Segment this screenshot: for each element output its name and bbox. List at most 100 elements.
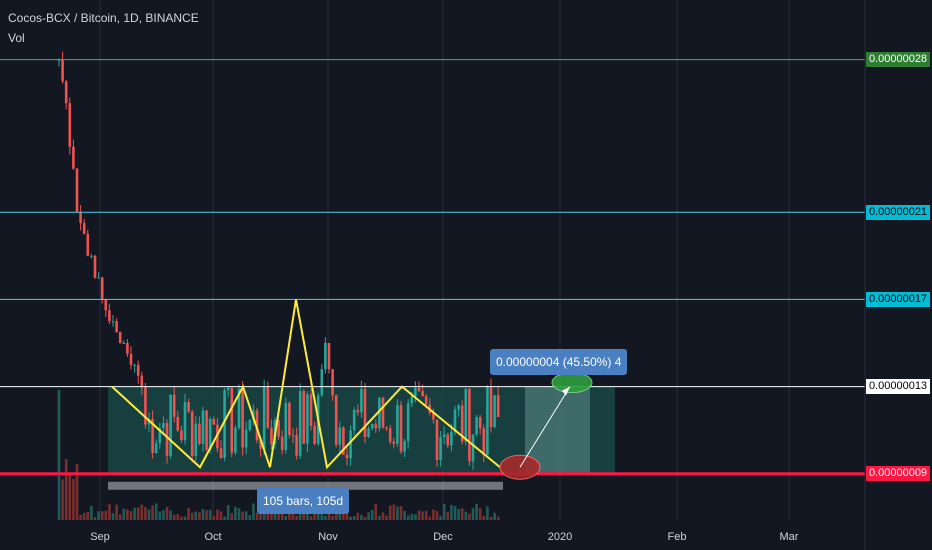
candle-body [190, 411, 194, 456]
price-axis[interactable]: 0.000000300.000000260.000000240.00000022… [864, 0, 930, 550]
candle-body [68, 103, 72, 147]
candle-body [64, 81, 68, 104]
symbol-title[interactable]: Cocos-BCX / Bitcoin, 1D, BINANCE [8, 11, 199, 25]
time-axis[interactable]: Sep Oct Nov Dec 2020 Feb Mar [90, 531, 799, 543]
candle-body [169, 394, 172, 456]
range-measure-bar [108, 481, 503, 490]
candle-body [82, 223, 86, 234]
volume-bar [122, 508, 126, 520]
candle-body [241, 388, 244, 448]
candle-body [280, 436, 284, 451]
volume-bar [270, 512, 273, 520]
candle-body [183, 402, 187, 441]
volume-bar [468, 513, 471, 520]
chart-grid [99, 0, 790, 520]
volume-bar [360, 514, 363, 520]
volume-bar [439, 515, 442, 520]
candle-body [424, 396, 428, 405]
zigzag-pattern[interactable] [111, 299, 501, 470]
candle-body [403, 441, 406, 452]
candle-body [298, 391, 302, 456]
candle-body [223, 390, 226, 458]
volume-bar [198, 512, 201, 520]
volume-bar [100, 511, 104, 520]
candle-body [313, 425, 316, 444]
candle-body [334, 395, 338, 445]
candle-body [381, 397, 385, 428]
candle-body [162, 423, 165, 428]
volume-bar [295, 515, 298, 520]
volume-bar [241, 511, 244, 520]
candle-body [442, 434, 446, 438]
volume-bar [309, 516, 313, 520]
volume-bar [478, 508, 482, 520]
target-measure-label[interactable]: 0.00000004 (45.50%) 4 [490, 349, 628, 375]
volume-bar [446, 511, 450, 520]
volume-bar [302, 512, 306, 520]
volume-bar [370, 510, 374, 520]
candle-body [208, 419, 212, 450]
price-level-tag[interactable]: 0.00000017 [866, 291, 930, 307]
volume-bar [68, 473, 72, 520]
volume-bar [194, 511, 198, 520]
candle-body [460, 405, 464, 442]
candle-body [237, 388, 241, 428]
price-level-tag[interactable]: 0.00000028 [866, 52, 930, 68]
volume-bar [97, 511, 100, 520]
volume-bar [316, 509, 320, 520]
volume-bar [147, 509, 151, 520]
volume-bar [280, 509, 284, 520]
candle-body [187, 402, 190, 412]
volume-bar [327, 510, 331, 520]
candle-body [468, 388, 471, 462]
volume-bar [334, 510, 338, 520]
volume-bar [450, 504, 453, 520]
volume-bar [226, 505, 230, 520]
candle-body [496, 395, 500, 417]
price-level-tag[interactable]: 0.00000013 [866, 379, 930, 395]
volume-bar [216, 509, 219, 520]
horizontal-levels[interactable] [0, 59, 865, 476]
volume-indicator-label[interactable]: Vol [8, 31, 25, 45]
candle-body [151, 419, 154, 453]
candle-body [79, 212, 82, 224]
volume-bar [237, 508, 241, 520]
candle-body [115, 321, 118, 333]
candle-body [345, 454, 349, 459]
candle-body [352, 409, 356, 431]
volume-bar [298, 513, 302, 520]
volume-bar [234, 506, 237, 520]
volume-bar [399, 506, 403, 520]
candle-body [302, 391, 306, 444]
candle-body [104, 299, 108, 311]
candle-body [266, 386, 270, 428]
volume-bar [252, 503, 255, 520]
volume-bar [205, 510, 208, 520]
volume-bar [475, 503, 478, 520]
candle-body [284, 402, 288, 451]
volume-bar [432, 509, 435, 520]
annotation-markers[interactable] [499, 372, 593, 480]
candle-body [446, 434, 450, 446]
volume-bar [176, 514, 180, 520]
candle-body [219, 448, 223, 458]
candle-body [129, 353, 133, 365]
volume-bar [104, 510, 108, 520]
volume-bar [381, 512, 385, 520]
volume-bar [230, 513, 234, 520]
price-level-tag[interactable]: 0.00000021 [866, 204, 930, 220]
volume-bar [320, 508, 324, 520]
volume-bar [457, 508, 460, 520]
candle-body [486, 386, 489, 455]
target-zone [525, 386, 590, 474]
range-measure-label[interactable]: 105 bars, 105d [257, 488, 350, 514]
candle-body [212, 419, 216, 425]
volume-bar [496, 516, 500, 520]
candle-body [450, 431, 453, 446]
candle-body [464, 388, 468, 442]
candle-body [72, 146, 75, 169]
volume-bar [90, 505, 93, 520]
price-level-tag[interactable]: 0.00000009 [866, 466, 930, 482]
volume-bar [392, 504, 396, 520]
